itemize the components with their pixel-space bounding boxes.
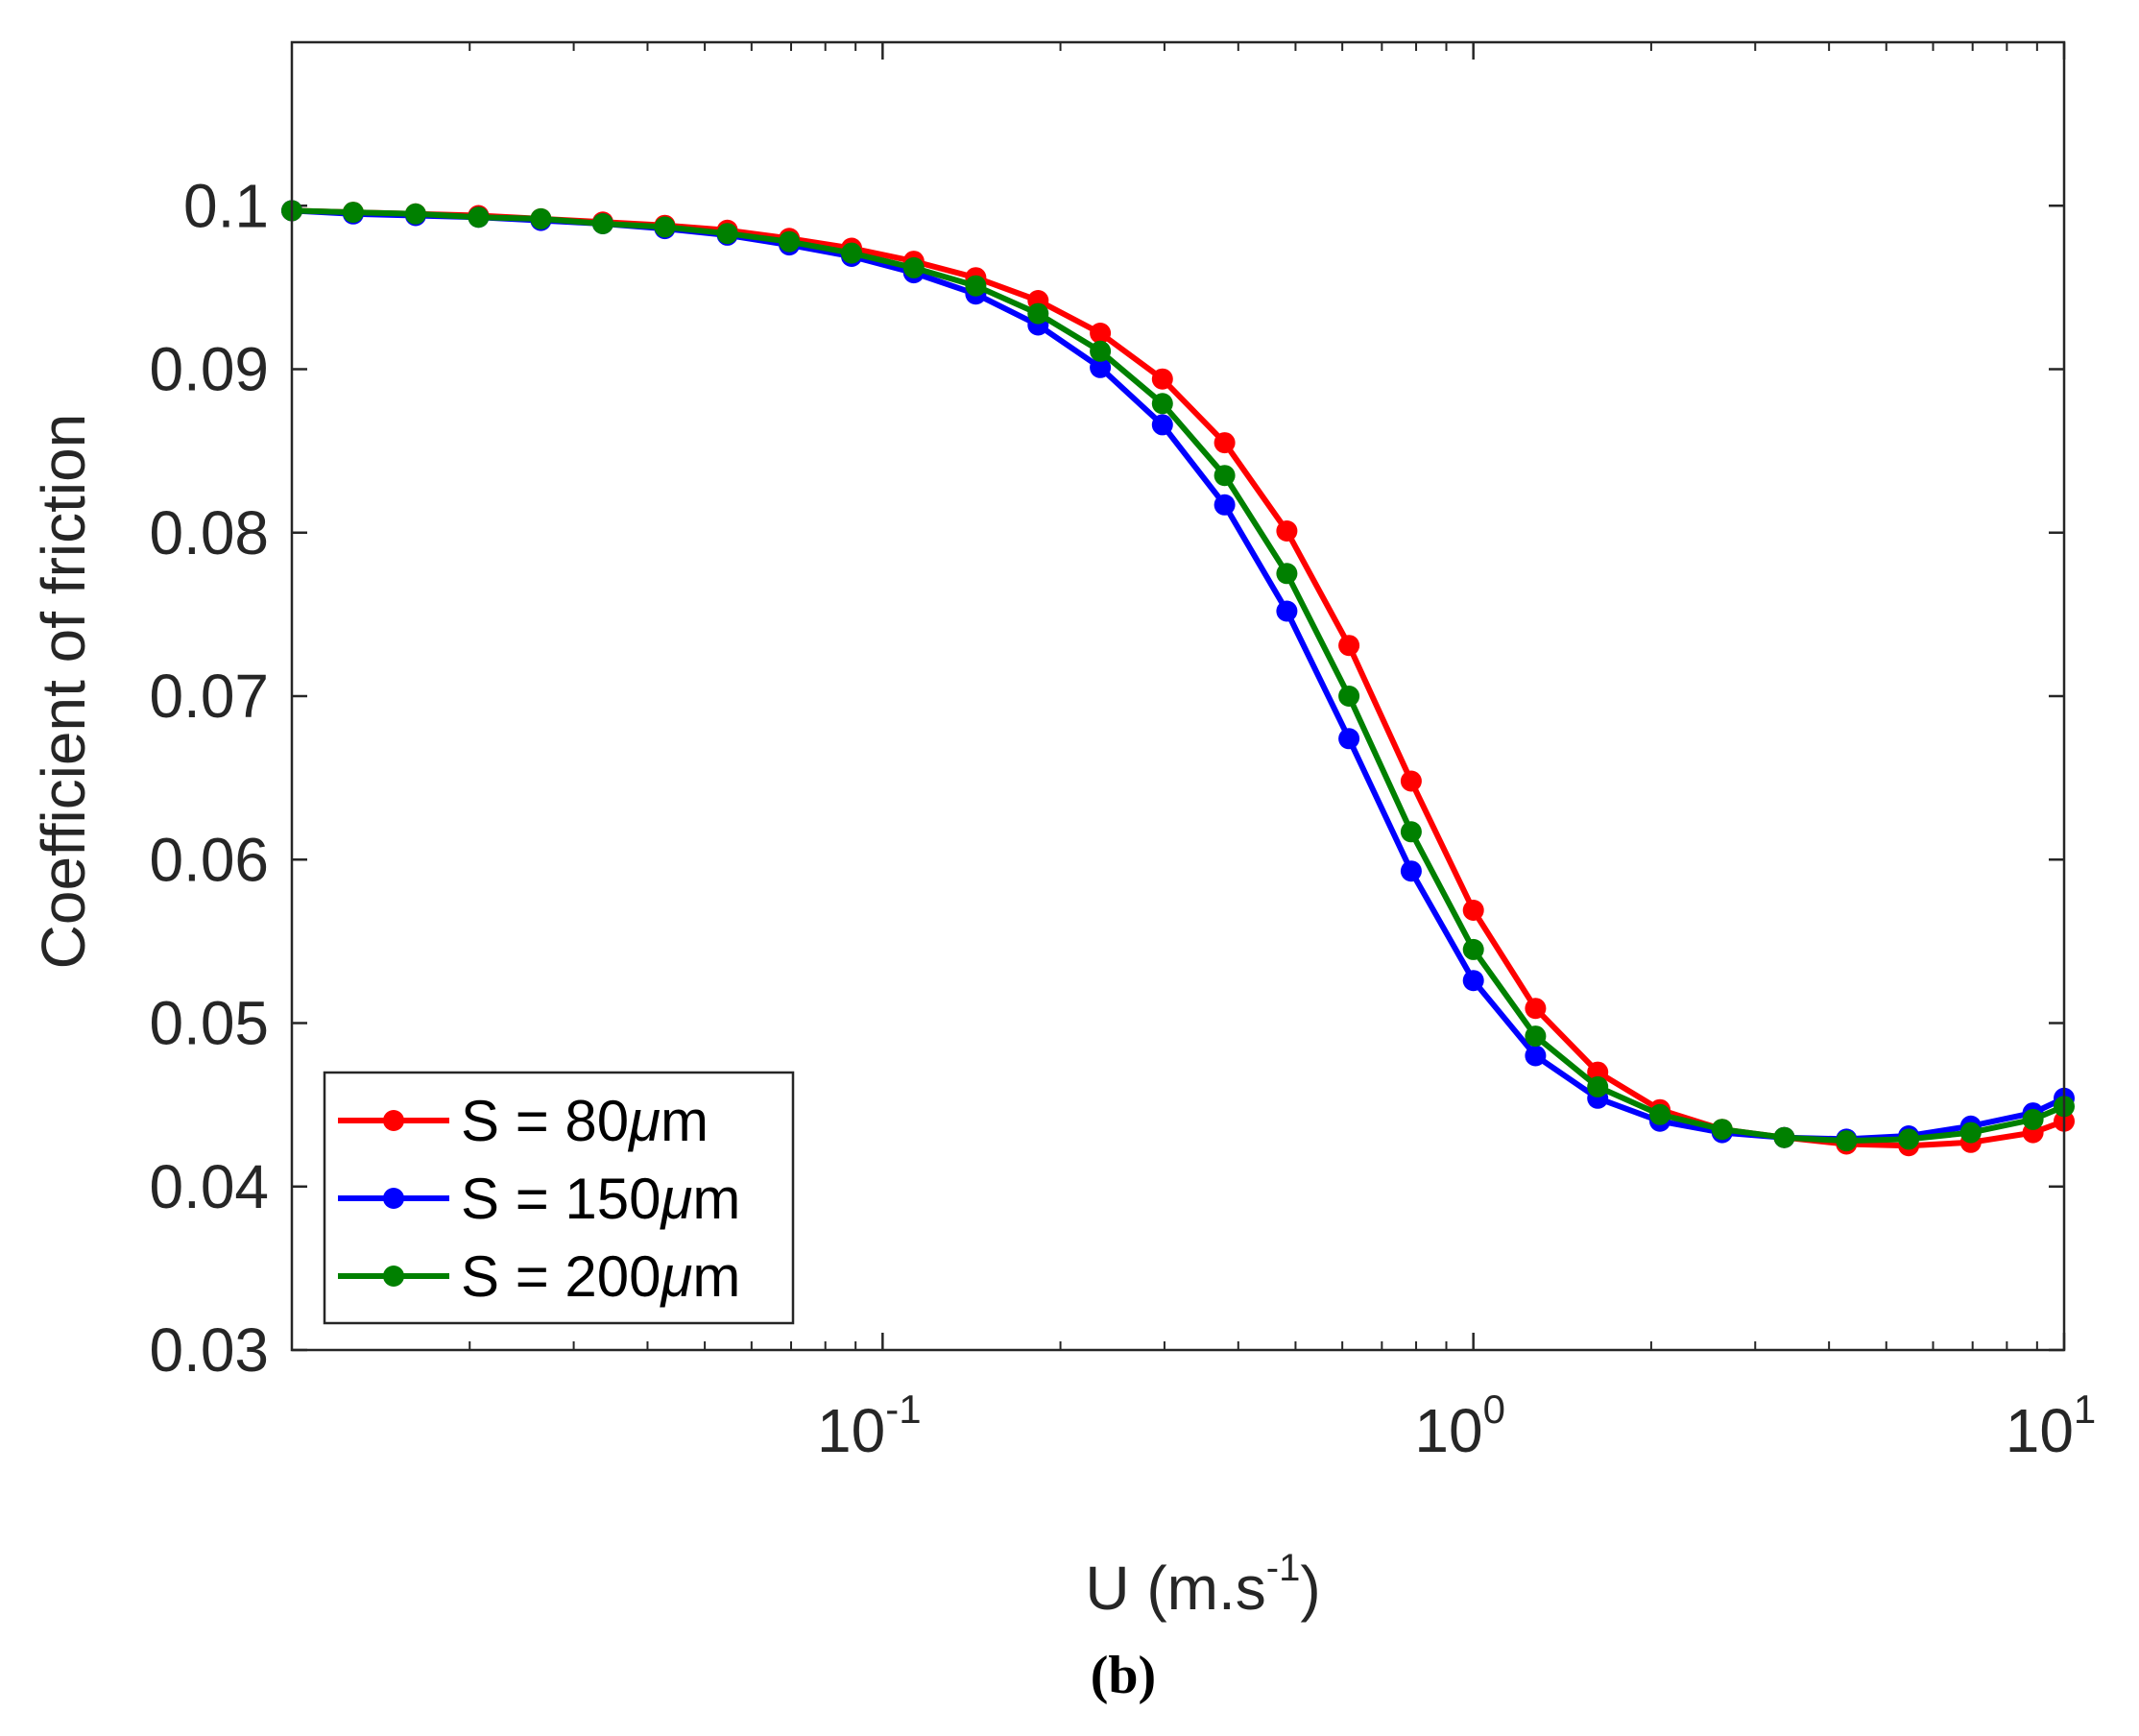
data-point <box>2022 1108 2044 1130</box>
y-tick-label: 0.04 <box>149 1152 269 1221</box>
data-point <box>1214 432 1236 454</box>
legend-label-name: S = 200 <box>461 1244 661 1309</box>
y-tick-label: 0.08 <box>149 498 269 567</box>
series-3 <box>281 200 2075 1152</box>
data-point <box>1587 1075 1609 1097</box>
data-point <box>530 207 552 229</box>
legend-label: S = 80μm <box>461 1089 709 1153</box>
data-point <box>1090 356 1112 378</box>
data-point <box>342 202 364 224</box>
x-tick-label-exponent: -1 <box>885 1386 921 1432</box>
data-point <box>1151 414 1173 436</box>
legend-label-unit-symbol: μ <box>627 1089 661 1153</box>
data-point <box>841 242 862 264</box>
data-point <box>1836 1130 1858 1152</box>
x-tick-label: 101 <box>2006 1386 2097 1465</box>
figure-caption: (b) <box>1091 1646 1156 1705</box>
legend-marker <box>383 1188 404 1209</box>
data-point <box>716 223 738 245</box>
data-point <box>1276 563 1298 585</box>
y-axis-label: Coefficient of friction <box>29 414 98 970</box>
x-axis-label-main: U (m.s <box>1085 1554 1265 1623</box>
data-point <box>1214 494 1236 516</box>
data-point <box>1525 998 1547 1020</box>
data-point <box>404 203 426 225</box>
data-point <box>654 216 676 238</box>
y-tick-label: 0.07 <box>149 662 269 731</box>
data-point <box>1338 686 1360 707</box>
y-tick-label: 0.09 <box>149 335 269 404</box>
x-tick-label-exponent: 0 <box>1483 1386 1505 1432</box>
data-point <box>1400 860 1422 882</box>
data-point <box>1276 520 1298 542</box>
data-point <box>1090 340 1112 362</box>
legend-label-unit-letter: m <box>661 1089 709 1153</box>
y-tick-label: 0.05 <box>149 989 269 1058</box>
data-point <box>591 213 613 234</box>
data-point <box>1462 938 1484 960</box>
legend-label-name: S = 80 <box>461 1089 629 1153</box>
data-point <box>1462 970 1484 992</box>
x-tick-label-base: 10 <box>2006 1396 2074 1465</box>
data-point <box>1151 393 1173 415</box>
legend-item: S = 150μm <box>338 1167 740 1231</box>
legend-label-unit-letter: m <box>692 1244 740 1309</box>
y-tick-label: 0.1 <box>183 171 269 240</box>
data-point <box>1773 1126 1795 1148</box>
legend-item: S = 200μm <box>338 1244 740 1309</box>
legend-marker <box>383 1266 404 1287</box>
data-point <box>1898 1128 1920 1150</box>
x-tick-label-exponent: 1 <box>2074 1386 2096 1432</box>
data-point <box>1525 1025 1547 1048</box>
data-point <box>1090 323 1112 344</box>
x-tick-label: 10-1 <box>817 1386 922 1465</box>
x-tick-label-base: 10 <box>1414 1396 1482 1465</box>
y-tick-label: 0.03 <box>149 1315 269 1385</box>
legend-label: S = 150μm <box>461 1167 740 1231</box>
legend-label-unit-letter: m <box>692 1167 740 1231</box>
axis-ticks: 0.030.040.050.060.070.080.090.110-1 100 10… <box>149 42 2096 1465</box>
data-point <box>779 230 801 253</box>
data-point <box>1400 821 1422 843</box>
x-axis-label-exponent: -1 <box>1266 1547 1301 1589</box>
data-series <box>281 200 2075 1157</box>
data-point <box>468 206 490 229</box>
legend-label-name: S = 150 <box>461 1167 661 1231</box>
data-point <box>1711 1119 1733 1141</box>
legend-item: S = 80μm <box>338 1089 709 1153</box>
legend-label: S = 200μm <box>461 1244 740 1309</box>
legend-marker <box>383 1110 404 1131</box>
data-point <box>1338 728 1360 750</box>
data-point <box>1462 900 1484 921</box>
data-point <box>1276 600 1298 622</box>
data-point <box>1649 1103 1670 1125</box>
legend-label-unit-symbol: μ <box>660 1167 693 1231</box>
plot-border <box>290 40 2066 1352</box>
x-tick-label-base: 10 <box>817 1396 885 1465</box>
legend-label-unit-symbol: μ <box>660 1244 693 1309</box>
data-point <box>1959 1121 1982 1144</box>
data-point <box>1400 770 1422 792</box>
y-tick-label: 0.06 <box>149 825 269 894</box>
data-point <box>1525 1045 1547 1067</box>
data-point <box>1587 1061 1609 1083</box>
data-point <box>1027 302 1049 325</box>
data-point <box>902 256 925 278</box>
x-axis-label-close: ) <box>1300 1554 1320 1623</box>
data-point <box>965 275 987 297</box>
data-point <box>1338 635 1360 657</box>
data-point <box>1214 465 1236 487</box>
x-axis-label: U (m.s-1) <box>1085 1547 1320 1623</box>
data-point <box>1151 368 1173 390</box>
x-tick-label: 100 <box>1414 1386 1505 1465</box>
